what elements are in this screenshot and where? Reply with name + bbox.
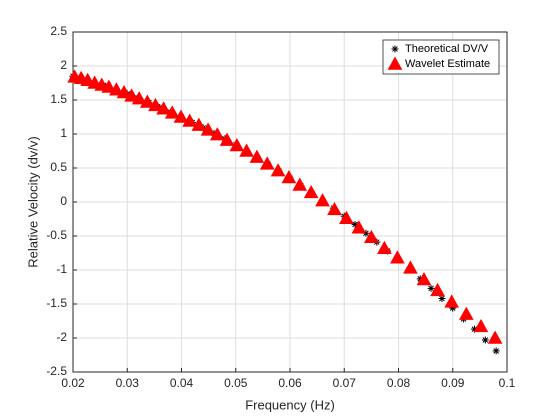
triangle-marker <box>364 229 379 244</box>
triangle-marker <box>156 101 171 115</box>
x-tick-label: 0.07 <box>333 376 357 390</box>
triangle-marker <box>292 177 308 191</box>
x-tick-label: 0.08 <box>387 376 411 390</box>
y-tick-label: 0.5 <box>50 160 67 174</box>
triangle-marker <box>239 143 254 157</box>
legend-marker <box>387 56 403 70</box>
asterisk-marker <box>492 347 500 355</box>
x-tick-label: 0.1 <box>499 376 516 390</box>
triangle-marker <box>403 260 418 274</box>
y-tick-label: 2 <box>60 58 67 72</box>
asterisk-marker <box>470 325 478 333</box>
y-axis-label: Relative Velocity (dv/v) <box>25 136 40 268</box>
triangle-marker <box>191 117 207 131</box>
legend-label: Wavelet Estimate <box>405 58 490 70</box>
triangle-marker <box>259 156 275 170</box>
triangle-marker <box>351 220 367 234</box>
triangle-marker <box>124 88 139 102</box>
triangle-marker <box>229 138 245 152</box>
asterisk-marker <box>449 304 457 312</box>
x-axis-label: Frequency (Hz) <box>245 397 335 412</box>
triangle-marker <box>303 184 319 199</box>
triangle-marker <box>315 193 330 207</box>
triangle-marker <box>219 132 235 146</box>
triangle-marker <box>173 109 189 123</box>
asterisk-marker <box>438 295 446 303</box>
triangle-marker <box>164 105 180 119</box>
triangle-marker <box>148 97 163 112</box>
x-tick-label: 0.09 <box>441 376 465 390</box>
x-tick-label: 0.04 <box>170 376 194 390</box>
y-tick-label: 1 <box>60 126 67 140</box>
asterisk-marker <box>481 336 489 344</box>
legend-marker <box>391 45 399 53</box>
triangle-marker <box>327 201 342 216</box>
x-tick-label: 0.02 <box>61 376 85 390</box>
y-tick-label: -2.5 <box>46 364 67 378</box>
asterisk-marker <box>427 284 435 292</box>
x-tick-label: 0.05 <box>224 376 248 390</box>
triangle-marker <box>473 318 489 333</box>
y-tick-label: -1 <box>56 262 67 276</box>
triangle-marker <box>377 240 392 254</box>
triangle-marker <box>101 79 117 93</box>
triangle-marker <box>116 84 132 99</box>
triangle-marker <box>182 113 197 127</box>
y-tick-label: -2 <box>56 330 67 344</box>
triangle-marker <box>430 282 445 297</box>
triangle-marker <box>390 250 405 264</box>
triangle-marker <box>444 294 460 308</box>
y-tick-label: -0.5 <box>46 228 67 242</box>
triangle-marker <box>458 306 474 320</box>
triangle-marker <box>200 122 216 136</box>
y-tick-label: 1.5 <box>50 92 67 106</box>
triangle-marker <box>249 149 265 163</box>
y-tick-label: 2.5 <box>50 24 67 38</box>
plot-frame <box>72 31 508 373</box>
triangle-marker <box>109 82 124 96</box>
x-tick-label: 0.06 <box>278 376 302 390</box>
triangle-marker <box>416 271 432 286</box>
legend-label: Theoretical DV/V <box>405 43 489 55</box>
asterisk-marker <box>351 220 359 228</box>
y-tick-label: 0 <box>60 194 67 208</box>
triangle-marker <box>131 91 147 105</box>
triangle-marker <box>281 169 297 184</box>
x-tick-label: 0.03 <box>116 376 140 390</box>
triangle-marker <box>270 163 286 177</box>
legend-box <box>382 39 500 75</box>
triangle-marker <box>139 94 155 108</box>
y-tick-label: -1.5 <box>46 296 67 310</box>
triangle-marker <box>209 127 225 141</box>
triangle-marker <box>487 330 503 344</box>
triangle-marker <box>339 210 354 225</box>
